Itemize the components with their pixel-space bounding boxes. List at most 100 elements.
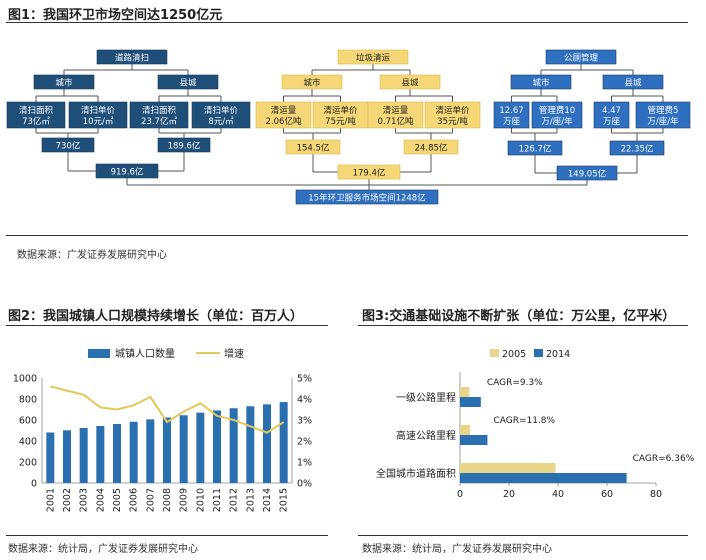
- garbage-county-price-node-text: 清运单价: [435, 105, 470, 116]
- x-tick-label: 2004: [95, 488, 106, 512]
- fig2-top-rule: [6, 325, 328, 326]
- x-tick-label: 2005: [112, 488, 123, 512]
- y-tick-label: 0: [31, 479, 37, 490]
- legend-label-2014: 2014: [546, 349, 570, 360]
- y2-tick-label: 2%: [297, 437, 312, 448]
- garbage-county-node: 县城: [379, 74, 441, 90]
- toilet-head-node: 公厕管理: [545, 49, 617, 65]
- road-county-node: 县城: [157, 74, 219, 90]
- y-tick-label: 400: [19, 437, 37, 448]
- bar-2014: [460, 397, 481, 407]
- bar-2014: [460, 435, 488, 445]
- fig2-title: 图2：我国城镇人口规模持续增长（单位：百万人）: [8, 309, 304, 324]
- road-county-price-node-text: 清扫单价: [204, 105, 239, 116]
- road-city-value-node: 730亿: [41, 137, 95, 153]
- garbage-county-node-text: 县城: [401, 79, 419, 89]
- road-county-node-text: 县城: [179, 79, 197, 89]
- garbage-city-volume-node-text: 2.06亿吨: [266, 116, 302, 127]
- toilet-county-count-node-box: [593, 101, 630, 129]
- garbage-total-node: 179.4亿: [337, 164, 401, 180]
- population-bar: [46, 432, 55, 483]
- bar-2014: [460, 473, 627, 483]
- toilet-county-fee-node-text: 管理费5: [648, 105, 679, 116]
- bar-2005: [460, 463, 556, 473]
- population-bar: [229, 408, 238, 483]
- population-bar: [163, 417, 171, 483]
- garbage-county-volume-node-text: 0.71亿吨: [378, 116, 414, 127]
- x-tick-label: 2012: [229, 488, 240, 512]
- road-head-node-box: [96, 49, 168, 65]
- road-city-area-node-text: 清扫面积: [19, 105, 54, 116]
- population-bar: [146, 419, 155, 483]
- garbage-city-value-node: 154.5亿: [285, 139, 341, 155]
- fig2-source: 数据来源：统计局，广发证券发展研究中心: [8, 544, 198, 555]
- population-bar: [213, 410, 221, 483]
- road-total-node-box: [95, 163, 159, 179]
- garbage-county-volume-node-text: 清运量: [383, 105, 409, 116]
- bar-2005: [460, 425, 471, 435]
- toilet-city-value-node-box: [507, 140, 563, 156]
- garbage-city-node-text: 城市: [303, 78, 321, 89]
- x-tick-label: 2015: [279, 488, 290, 512]
- road-city-value-node-text: 730亿: [56, 141, 81, 152]
- garbage-county-value-node-box: [403, 139, 459, 155]
- garbage-total-node-box: [337, 164, 401, 180]
- garbage-county-node-box: [379, 74, 441, 90]
- cagr-annotation: CAGR=11.8%: [493, 416, 555, 426]
- toilet-city-node: 城市: [510, 74, 572, 90]
- x-tick-label: 60: [601, 489, 613, 500]
- toilet-head-node-box: [545, 49, 617, 65]
- road-city-value-node-box: [41, 137, 95, 153]
- y2-tick-label: 5%: [297, 374, 312, 385]
- y2-tick-label: 0%: [297, 479, 312, 490]
- fig3-title: 图3:交通基础设施不断扩张（单位：万公里，亿平米）: [362, 309, 676, 324]
- population-bar: [113, 423, 121, 483]
- garbage-city-volume-node-box: [255, 101, 312, 129]
- x-tick-label: 20: [503, 489, 515, 500]
- population-bar: [196, 412, 205, 483]
- population-bar: [263, 404, 271, 483]
- population-bar: [179, 415, 188, 483]
- legend-swatch-population: [88, 349, 110, 358]
- garbage-city-value-node-text: 154.5亿: [297, 143, 330, 154]
- toilet-head-node-text: 公厕管理: [564, 53, 599, 64]
- garbage-county-value-node-text: 24.85亿: [415, 143, 448, 154]
- fig2-bottom-rule: [6, 535, 328, 536]
- road-city-area-node-box: [6, 101, 66, 129]
- toilet-county-node: 县城: [602, 74, 664, 90]
- fig1-bottom-rule: [6, 235, 688, 236]
- toilet-total-node-box: [556, 165, 618, 181]
- road-city-node-text: 城市: [55, 78, 73, 89]
- fig1-source: 数据来源：广发证券发展研究中心: [17, 250, 167, 261]
- category-label: 全国城市道路面积: [376, 467, 456, 480]
- growth-rate-line: [50, 385, 285, 434]
- road-county-value-node-text: 189.6亿: [168, 141, 201, 152]
- road-city-price-node-text: 10元/㎡: [83, 117, 114, 127]
- population-bar: [279, 402, 288, 483]
- y-tick-label: 1000: [13, 374, 37, 385]
- road-county-price-node-text: 8元/㎡: [208, 117, 234, 127]
- toilet-county-count-node-text: 万座: [603, 116, 621, 127]
- y2-tick-label: 1%: [297, 458, 312, 469]
- garbage-city-volume-node-text: 清运量: [271, 105, 297, 116]
- road-county-node-box: [157, 74, 219, 90]
- grand-total-node-text: 15年环卫服务市场空间1248亿: [308, 193, 425, 204]
- fig3-top-rule: [358, 325, 688, 326]
- y-tick-label: 200: [19, 458, 37, 469]
- x-tick-label: 2002: [62, 488, 73, 512]
- road-head-node-text: 道路清扫: [115, 53, 149, 64]
- legend-label-population: 城镇人口数量: [115, 347, 175, 360]
- road-city-area-node-text: 73亿㎡: [22, 116, 50, 127]
- x-tick-label: 2006: [129, 488, 140, 512]
- toilet-county-fee-node-box: [635, 101, 691, 129]
- road-county-value-node-box: [157, 137, 211, 153]
